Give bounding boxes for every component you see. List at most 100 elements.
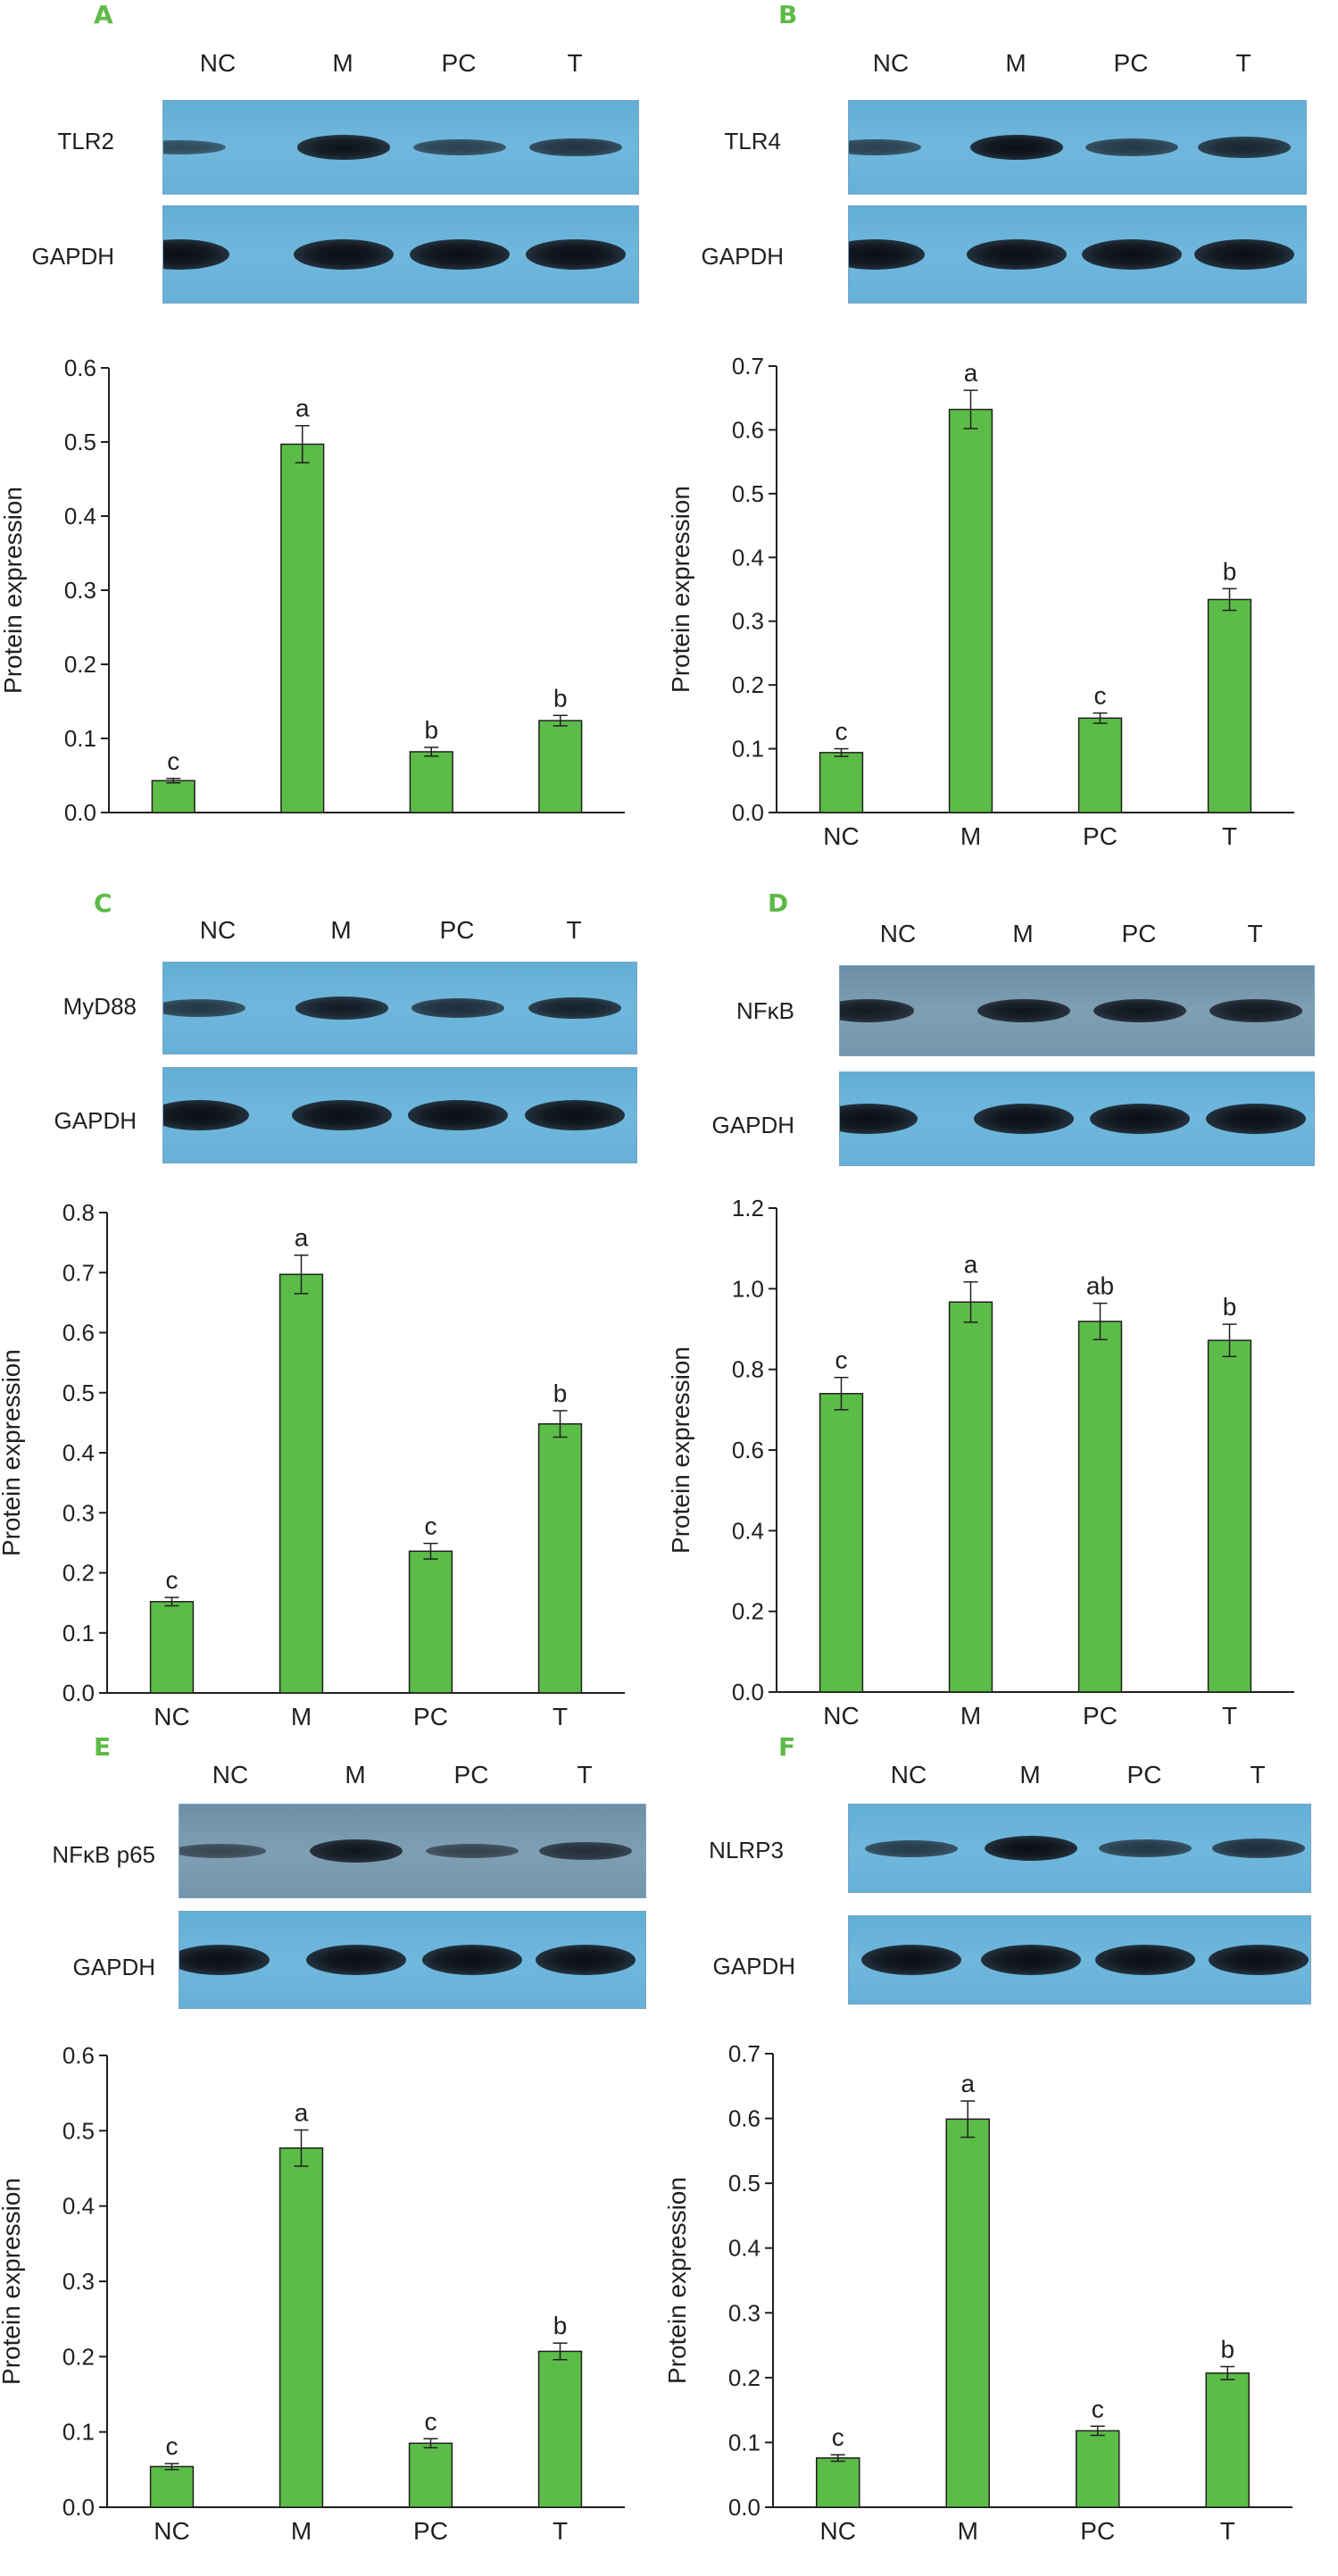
lane-label-pc: PC xyxy=(453,1761,489,1788)
gapdh-band xyxy=(967,239,1067,270)
significance-letter: a xyxy=(295,1224,309,1252)
bar xyxy=(1077,1321,1123,1693)
gapdh-band xyxy=(163,239,229,270)
y-tick-label: 0.3 xyxy=(64,577,96,604)
x-tick-label: NC xyxy=(823,822,859,850)
bar xyxy=(280,443,325,813)
lane-label-pc: PC xyxy=(1126,1761,1162,1788)
gapdh-band xyxy=(536,1945,636,1975)
gapdh-band xyxy=(525,1100,625,1130)
y-axis-label: Protein expression xyxy=(0,487,27,694)
protein-band xyxy=(163,139,226,155)
protein-band xyxy=(1209,999,1302,1022)
bar xyxy=(945,2118,991,2508)
y-tick-label: 0.5 xyxy=(64,429,96,455)
protein-band xyxy=(865,1839,958,1857)
bar xyxy=(278,1273,324,1694)
y-tick-label: 0.0 xyxy=(62,2494,95,2521)
lane-label-t: T xyxy=(567,49,583,77)
panel-letter: F xyxy=(778,1732,796,1762)
bar xyxy=(149,2465,195,2508)
gapdh-label: GAPDH xyxy=(72,1954,155,1980)
y-tick-label: 0.1 xyxy=(62,2419,95,2446)
bar xyxy=(1075,2430,1120,2508)
y-tick-label: 0.1 xyxy=(64,725,96,752)
panel-c: C NC M PC T MyD88 GAPDH 0.0 0.1 0.2 0.3 0.4 0… xyxy=(0,888,669,1732)
lane-label-m: M xyxy=(1005,49,1026,77)
y-tick-label: 0.8 xyxy=(732,1356,764,1383)
lane-label-t: T xyxy=(1247,920,1263,947)
gapdh-blot xyxy=(848,205,1307,304)
protein-band xyxy=(1212,1838,1305,1858)
bar-chart: 0.0 0.1 0.2 0.3 0.4 0.5 0.6 0.7 Protein expressi… xyxy=(663,2040,1292,2545)
bar xyxy=(819,752,864,813)
significance-letter: b xyxy=(553,2312,568,2339)
lane-label-t: T xyxy=(577,1761,593,1788)
protein-band xyxy=(310,1838,403,1863)
bar-chart: 0.0 0.2 0.4 0.6 0.8 1.0 1.2 Protein expression c… xyxy=(667,1195,1294,1730)
lane-label-t: T xyxy=(1235,49,1251,77)
y-tick-label: 0.4 xyxy=(728,2235,760,2262)
gapdh-label: GAPDH xyxy=(701,243,784,270)
y-tick-label: 0.2 xyxy=(62,2343,95,2370)
y-tick-label: 0.0 xyxy=(732,799,764,826)
significance-letter: b xyxy=(1220,2336,1234,2363)
bar xyxy=(1205,2372,1251,2508)
y-tick-label: 1.0 xyxy=(732,1275,764,1302)
gapdh-band xyxy=(1082,239,1182,270)
gapdh-label: GAPDH xyxy=(31,243,114,270)
x-tick-label: PC xyxy=(1083,1702,1118,1730)
bar xyxy=(408,1550,453,1694)
x-tick-label: T xyxy=(1222,1702,1237,1730)
y-tick-label: 0.6 xyxy=(732,416,764,443)
gapdh-blot xyxy=(179,1911,646,2009)
significance-letter: b xyxy=(424,716,438,744)
y-tick-label: 0.3 xyxy=(62,2268,95,2295)
bar xyxy=(815,2457,860,2508)
panel-letter: A xyxy=(94,0,113,29)
lane-label-pc: PC xyxy=(1121,920,1157,947)
y-axis-label: Protein expression xyxy=(663,2177,691,2384)
protein-band xyxy=(985,1836,1077,1861)
bar xyxy=(1207,598,1252,813)
significance-letter: c xyxy=(835,1346,848,1374)
gapdh-band xyxy=(410,239,510,270)
panel-letter: D xyxy=(768,888,789,918)
lane-label-nc: NC xyxy=(212,1761,249,1788)
gapdh-blot xyxy=(848,1915,1311,2005)
lane-label-pc: PC xyxy=(441,49,477,77)
x-tick-label: NC xyxy=(154,1703,189,1730)
bar xyxy=(149,1601,195,1694)
lane-label-pc: PC xyxy=(439,916,475,944)
significance-letter: c xyxy=(167,747,179,775)
gapdh-band xyxy=(1095,1945,1195,1975)
panel-d: D NC M PC T NFκB GAPDH 0.0 0.2 0.4 0.6 0.8 1.… xyxy=(667,888,1338,1732)
bar xyxy=(1077,717,1123,813)
target-blot xyxy=(839,965,1315,1056)
protein-band xyxy=(849,138,921,156)
y-tick-label: 0.5 xyxy=(62,1380,95,1406)
gapdh-band xyxy=(294,239,394,270)
bar xyxy=(408,2442,453,2508)
gapdh-blot xyxy=(162,205,639,304)
protein-label: NFκB p65 xyxy=(52,1841,155,1868)
bar xyxy=(948,408,993,813)
y-tick-label: 0.6 xyxy=(62,2042,95,2069)
y-tick-label: 0.1 xyxy=(62,1620,95,1646)
y-tick-label: 0.4 xyxy=(62,2193,95,2220)
y-tick-label: 0.6 xyxy=(64,354,96,381)
protein-band xyxy=(411,998,504,1018)
bar xyxy=(819,1393,864,1693)
significance-letter: b xyxy=(553,684,568,712)
protein-label: TLR2 xyxy=(57,128,114,154)
protein-label: MyD88 xyxy=(62,993,137,1020)
protein-label: NFκB xyxy=(736,997,794,1024)
lane-label-nc: NC xyxy=(872,49,910,77)
gapdh-band xyxy=(163,1100,249,1130)
protein-label: TLR4 xyxy=(724,128,781,154)
protein-band xyxy=(179,1844,266,1858)
significance-letter: a xyxy=(295,2098,309,2126)
bar xyxy=(151,779,195,813)
protein-band xyxy=(295,996,388,1020)
panel-b: B NC M PC T TLR4 GAPDH 0.0 0.1 0.2 0.3 0.4 0.… xyxy=(667,0,1338,850)
